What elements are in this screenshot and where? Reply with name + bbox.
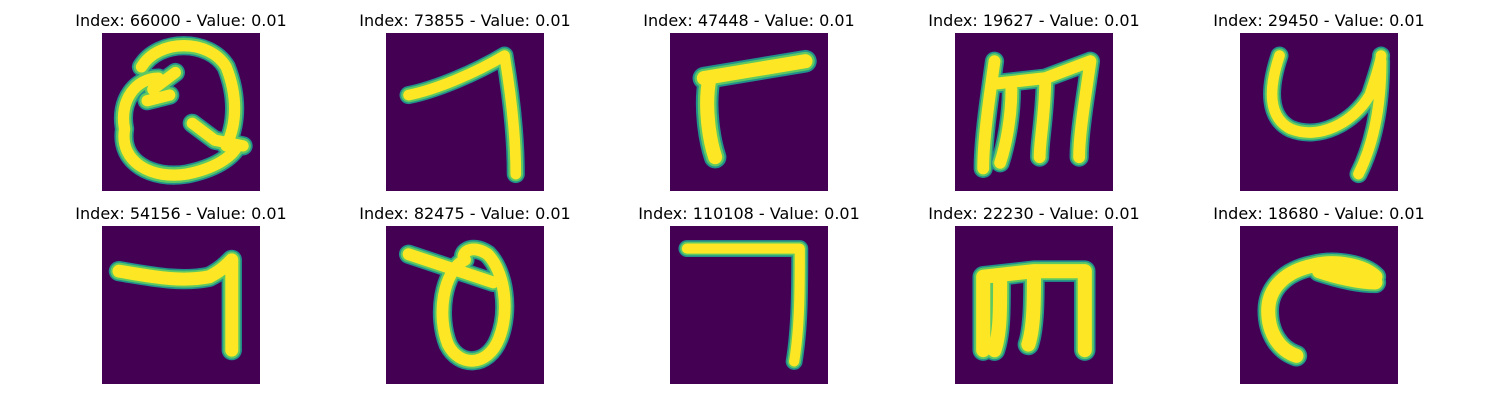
image-thumbnail	[1240, 226, 1398, 384]
image-thumbnail	[102, 33, 260, 191]
panel-66000: Index: 66000 - Value: 0.01	[61, 11, 301, 201]
glyph-right-angle	[678, 240, 809, 370]
panel-title: Index: 73855 - Value: 0.01	[359, 11, 571, 30]
image-thumbnail	[670, 226, 828, 384]
image-thumbnail	[386, 226, 544, 384]
panel-title: Index: 22230 - Value: 0.01	[928, 204, 1140, 223]
glyph-seven-bar	[108, 249, 242, 361]
panel-title: Index: 19627 - Value: 0.01	[928, 11, 1140, 30]
glyph-gamma-corner	[692, 49, 817, 169]
image-thumbnail	[102, 226, 260, 384]
panel-29450: Index: 29450 - Value: 0.01	[1199, 11, 1439, 201]
image-thumbnail	[955, 226, 1113, 384]
panel-19627: Index: 19627 - Value: 0.01	[914, 11, 1154, 201]
panel-title: Index: 66000 - Value: 0.01	[75, 11, 287, 30]
glyph-c-hook	[1257, 252, 1387, 367]
glyph-u-hook	[1263, 46, 1391, 184]
panel-18680: Index: 18680 - Value: 0.01	[1199, 204, 1439, 394]
image-thumbnail	[670, 33, 828, 191]
glyph-m-shape-2	[972, 260, 1096, 361]
panel-title: Index: 110108 - Value: 0.01	[638, 204, 860, 223]
panel-title: Index: 47448 - Value: 0.01	[643, 11, 855, 30]
glyph-theta-loop	[398, 239, 515, 371]
panel-82475: Index: 82475 - Value: 0.01	[345, 204, 585, 394]
image-thumbnail	[1240, 33, 1398, 191]
glyph-m-shape	[973, 51, 1101, 179]
panel-title: Index: 18680 - Value: 0.01	[1213, 204, 1425, 223]
glyph-seven-stroke	[399, 46, 525, 184]
panel-22230: Index: 22230 - Value: 0.01	[914, 204, 1154, 394]
panel-47448: Index: 47448 - Value: 0.01	[629, 11, 869, 201]
panel-73855: Index: 73855 - Value: 0.01	[345, 11, 585, 201]
panel-110108: Index: 110108 - Value: 0.01	[629, 204, 869, 394]
image-thumbnail	[386, 33, 544, 191]
image-thumbnail	[955, 33, 1113, 191]
panel-title: Index: 29450 - Value: 0.01	[1213, 11, 1425, 30]
panel-title: Index: 54156 - Value: 0.01	[75, 204, 287, 223]
panel-title: Index: 82475 - Value: 0.01	[359, 204, 571, 223]
glyph-loop-q	[113, 36, 253, 185]
panel-54156: Index: 54156 - Value: 0.01	[61, 204, 301, 394]
